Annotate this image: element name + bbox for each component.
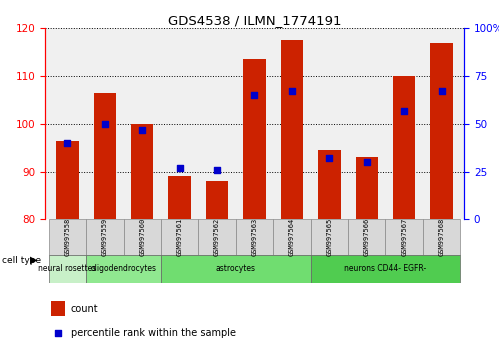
- Bar: [310, 219, 348, 255]
- Bar: [423, 219, 460, 255]
- Point: [54, 331, 62, 336]
- Bar: [385, 219, 423, 255]
- Text: GSM997562: GSM997562: [214, 218, 220, 256]
- Text: astrocytes: astrocytes: [216, 264, 256, 273]
- Text: percentile rank within the sample: percentile rank within the sample: [71, 329, 236, 338]
- Text: GSM997568: GSM997568: [439, 218, 445, 256]
- Title: GDS4538 / ILMN_1774191: GDS4538 / ILMN_1774191: [168, 14, 341, 27]
- Bar: [198, 219, 236, 255]
- Bar: [123, 219, 161, 255]
- Bar: [430, 42, 453, 219]
- Text: count: count: [71, 304, 98, 314]
- Text: GSM997559: GSM997559: [102, 218, 108, 256]
- Point: [400, 108, 408, 113]
- Text: neural rosettes: neural rosettes: [38, 264, 96, 273]
- Bar: [86, 255, 161, 283]
- Text: GSM997561: GSM997561: [177, 218, 183, 256]
- Bar: [355, 157, 378, 219]
- Bar: [243, 59, 265, 219]
- Point: [101, 121, 109, 127]
- Bar: [131, 124, 153, 219]
- Bar: [393, 76, 415, 219]
- Bar: [161, 219, 199, 255]
- Text: GSM997566: GSM997566: [364, 218, 370, 256]
- Point: [176, 165, 184, 171]
- Bar: [236, 219, 273, 255]
- Bar: [51, 301, 64, 316]
- Text: ▶: ▶: [30, 255, 37, 265]
- Bar: [86, 219, 123, 255]
- Point: [325, 155, 333, 161]
- Text: GSM997567: GSM997567: [401, 218, 407, 256]
- Point: [138, 127, 146, 132]
- Point: [438, 88, 446, 94]
- Bar: [56, 141, 78, 219]
- Text: GSM997563: GSM997563: [251, 218, 257, 256]
- Bar: [273, 219, 310, 255]
- Point: [288, 88, 296, 94]
- Point: [363, 159, 371, 165]
- Bar: [48, 219, 86, 255]
- Text: GSM997564: GSM997564: [289, 218, 295, 256]
- Bar: [206, 181, 228, 219]
- Point: [250, 92, 258, 98]
- Bar: [48, 255, 86, 283]
- Bar: [93, 93, 116, 219]
- Text: oligodendrocytes: oligodendrocytes: [90, 264, 157, 273]
- Bar: [168, 176, 191, 219]
- Text: cell type: cell type: [2, 256, 41, 265]
- Point: [213, 167, 221, 173]
- Text: GSM997560: GSM997560: [139, 218, 145, 256]
- Bar: [348, 219, 385, 255]
- Bar: [310, 255, 460, 283]
- Bar: [161, 255, 310, 283]
- Text: GSM997565: GSM997565: [326, 218, 332, 256]
- Bar: [280, 40, 303, 219]
- Text: neurons CD44- EGFR-: neurons CD44- EGFR-: [344, 264, 427, 273]
- Bar: [318, 150, 340, 219]
- Text: GSM997558: GSM997558: [64, 218, 70, 256]
- Point: [63, 140, 71, 146]
